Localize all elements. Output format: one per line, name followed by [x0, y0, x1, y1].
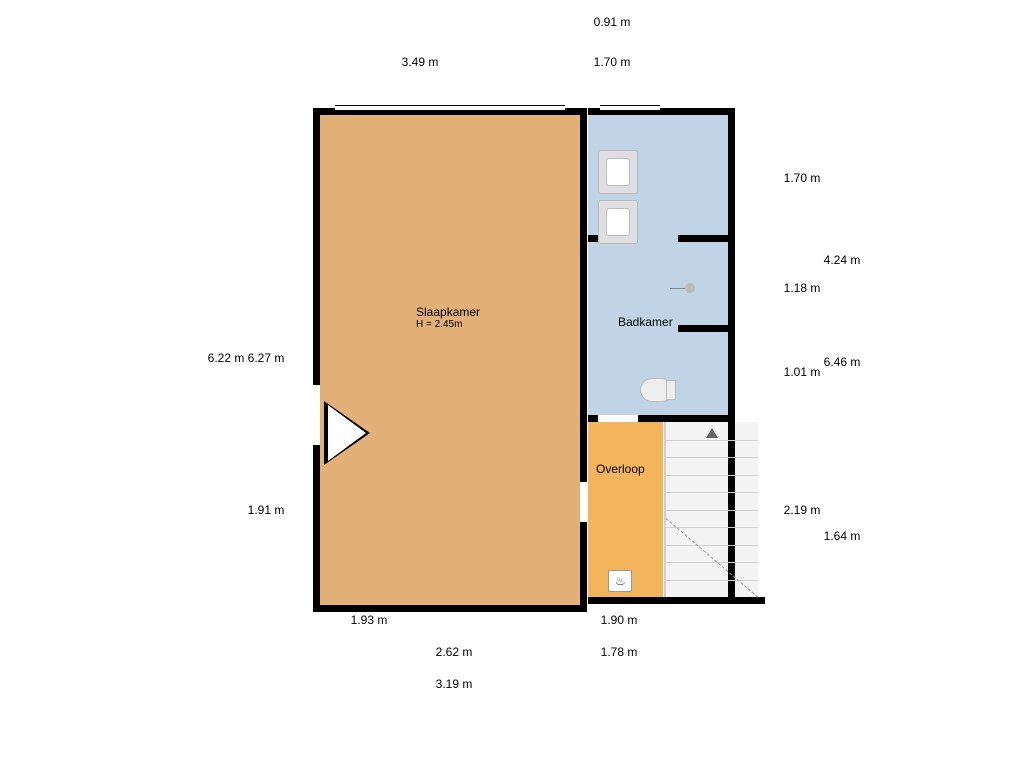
arrow-marker	[328, 405, 366, 461]
stair-tread	[666, 527, 758, 528]
sink-1-basin	[606, 158, 630, 186]
dimension-label: 4.24 m	[820, 253, 865, 267]
dimension-label: 0.91 m	[590, 15, 635, 29]
stair-tread	[666, 457, 758, 458]
window-bedroom-top	[335, 105, 565, 111]
stair-arrow	[706, 428, 718, 438]
dimension-label: 1.90 m	[597, 613, 642, 627]
window-bathroom-top	[600, 105, 660, 111]
wall	[728, 108, 735, 604]
wall	[678, 325, 728, 332]
wall	[588, 597, 765, 604]
sink-2-basin	[606, 208, 630, 236]
room-bedroom	[320, 115, 580, 605]
toilet-tank	[666, 380, 676, 400]
door-opening	[598, 415, 638, 422]
flame-icon: ♨	[615, 574, 626, 588]
shower-head	[685, 283, 695, 293]
label-overloop: Overloop	[596, 462, 645, 476]
label-bedroom: Slaapkamer	[416, 305, 480, 319]
stair-tread	[666, 510, 758, 511]
dimension-label: 1.01 m	[780, 365, 825, 379]
dimension-label: 6.27 m	[244, 351, 289, 365]
wall	[313, 605, 587, 612]
wall	[580, 108, 587, 612]
dimension-label: 1.18 m	[780, 281, 825, 295]
label-bedroom-sub: H = 2.45m	[416, 319, 462, 330]
floorplan-stage: ♨ SlaapkamerH = 2.45m Badkamer Overloop 0.91…	[0, 0, 1024, 768]
dimension-label: 1.64 m	[820, 529, 865, 543]
wall-notch	[292, 385, 320, 445]
stair-tread	[666, 562, 758, 563]
label-bathroom: Badkamer	[618, 315, 673, 329]
stair-tread	[666, 492, 758, 493]
wall	[678, 235, 728, 242]
dimension-label: 3.49 m	[398, 55, 443, 69]
dimension-label: 1.70 m	[590, 55, 635, 69]
dimension-label: 2.19 m	[780, 503, 825, 517]
wall	[313, 108, 320, 612]
dimension-label: 1.93 m	[347, 613, 392, 627]
dimension-label: 6.46 m	[820, 355, 865, 369]
stair-tread	[666, 475, 758, 476]
stair-tread	[666, 440, 758, 441]
dimension-label: 2.62 m	[432, 645, 477, 659]
dimension-label: 6.22 m	[204, 351, 249, 365]
stair-tread	[666, 545, 758, 546]
dimension-label: 1.78 m	[597, 645, 642, 659]
stair-tread	[666, 580, 758, 581]
dimension-label: 1.91 m	[244, 503, 289, 517]
door-opening	[580, 482, 587, 522]
dimension-label: 1.70 m	[780, 171, 825, 185]
dimension-label: 3.19 m	[432, 677, 477, 691]
